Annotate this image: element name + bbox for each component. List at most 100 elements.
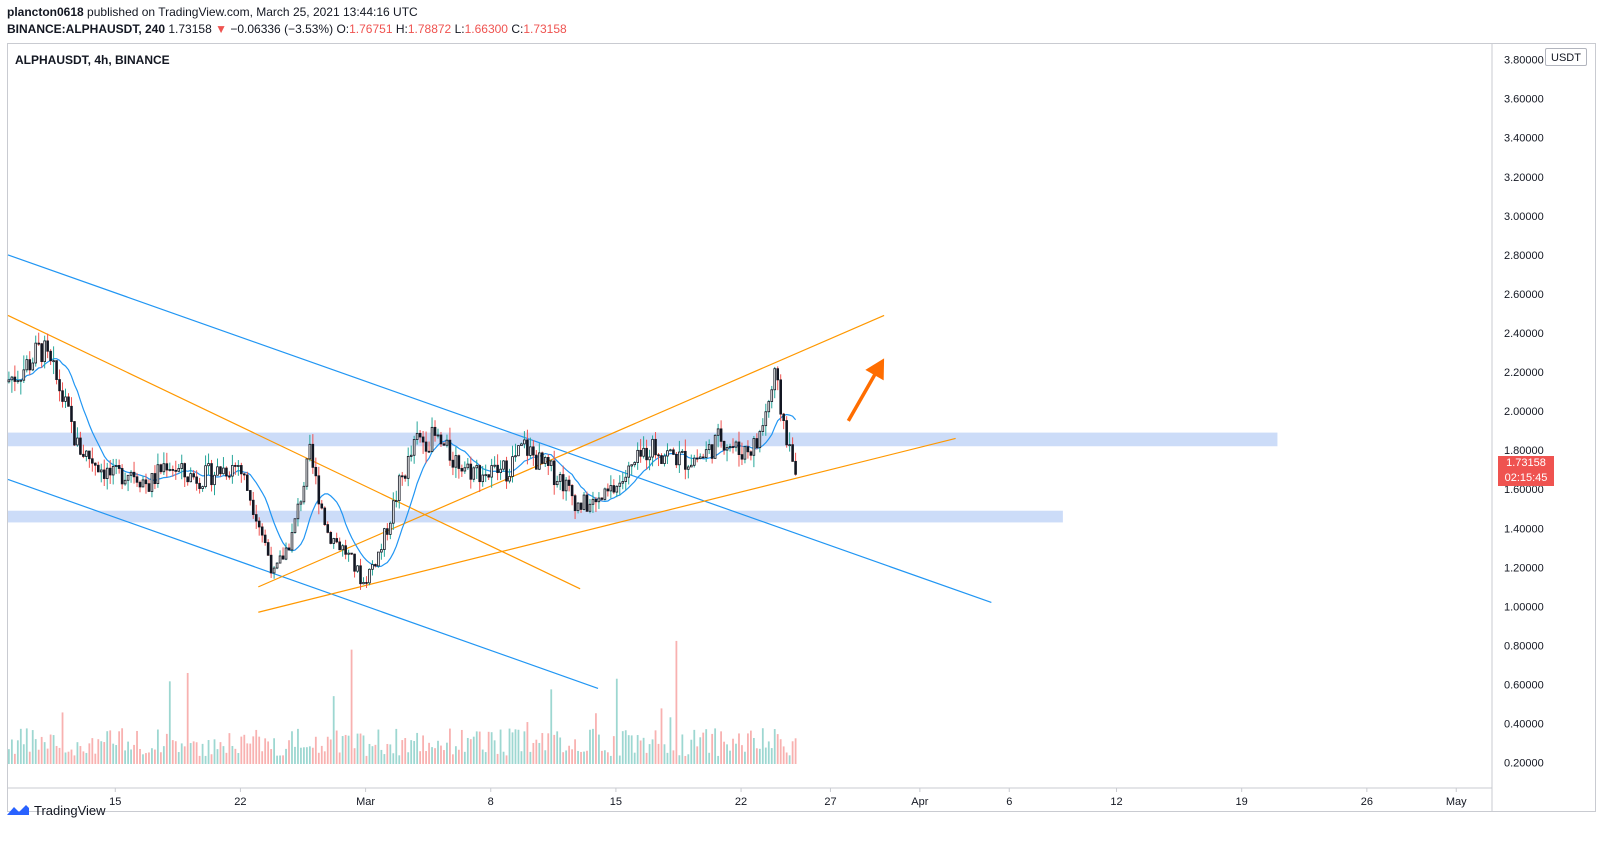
candle-body xyxy=(58,379,61,392)
volume-bar xyxy=(174,741,177,764)
candle-body xyxy=(228,475,231,478)
volume-bar xyxy=(270,749,273,764)
candle-body xyxy=(79,437,82,455)
time-tick-label: 12 xyxy=(1110,796,1122,808)
volume-bar xyxy=(595,713,597,764)
candle-body xyxy=(219,466,222,475)
candle-body xyxy=(94,462,97,466)
volume-bar xyxy=(323,751,326,764)
candle-body xyxy=(535,454,538,470)
candle-body xyxy=(231,465,234,477)
open-value: 1.76751 xyxy=(349,22,393,36)
volume-bar xyxy=(228,733,231,764)
volume-bar xyxy=(285,748,287,764)
volume-bar xyxy=(404,738,407,764)
candle-body xyxy=(73,421,76,446)
volume-bar xyxy=(422,735,424,764)
candle-body xyxy=(472,467,476,480)
footer-brand[interactable]: TradingView xyxy=(6,800,106,820)
candle-body xyxy=(567,479,571,486)
candle-body xyxy=(52,360,55,363)
volume-bar xyxy=(496,753,499,764)
currency-unit-button[interactable]: USDT xyxy=(1545,48,1587,66)
candle-body xyxy=(326,524,330,533)
candle-body xyxy=(639,449,642,457)
volume-bar xyxy=(708,752,711,764)
price-tick-label: 3.60000 xyxy=(1504,94,1544,106)
volume-bar xyxy=(752,737,755,764)
volume-bar xyxy=(198,755,201,764)
candle-body xyxy=(245,474,249,491)
candle-body xyxy=(386,528,389,535)
volume-bar xyxy=(720,731,722,764)
candle-body xyxy=(529,446,532,456)
candle-body xyxy=(463,467,467,472)
price-tick-label: 3.20000 xyxy=(1504,172,1544,184)
price-tick-label: 1.00000 xyxy=(1504,601,1544,613)
volume-bar xyxy=(523,731,526,764)
candle-body xyxy=(609,485,613,492)
open-label: O: xyxy=(336,22,350,36)
candle-body xyxy=(394,500,398,502)
trendline-orange xyxy=(258,314,885,588)
candle-body xyxy=(618,482,622,487)
price-tick-label: 1.60000 xyxy=(1504,484,1544,496)
candle-body xyxy=(630,464,633,467)
candle-body xyxy=(785,420,788,446)
candle-body xyxy=(511,456,514,477)
high-value: 1.78872 xyxy=(407,22,452,36)
volume-bar xyxy=(651,739,654,764)
volume-bar xyxy=(732,738,734,764)
candle-body xyxy=(493,464,496,467)
publisher-username[interactable]: plancton0618 xyxy=(7,5,84,19)
volume-bar xyxy=(204,755,207,764)
volume-bar xyxy=(297,728,299,764)
volume-bar xyxy=(142,754,144,764)
candle-body xyxy=(114,465,118,467)
candle-body xyxy=(776,368,780,381)
volume-bar xyxy=(219,742,222,764)
candle-body xyxy=(415,432,419,440)
volume-bar xyxy=(288,740,290,764)
volume-bar xyxy=(541,733,544,764)
volume-bar xyxy=(103,742,106,764)
price-tick-label: 0.40000 xyxy=(1504,719,1544,731)
candle-body xyxy=(526,439,529,456)
candle-body xyxy=(430,426,434,452)
volume-bar xyxy=(443,750,445,764)
volume-bar xyxy=(121,728,124,764)
candle-body xyxy=(204,465,207,488)
volume-bar xyxy=(437,740,439,764)
volume-bar xyxy=(714,728,717,764)
candle-body xyxy=(433,426,437,436)
last-price-badge-value: 1.73158 xyxy=(1506,456,1546,469)
candle-body xyxy=(144,479,148,485)
volume-bar xyxy=(449,728,451,764)
candle-body xyxy=(719,428,723,442)
volume-bar xyxy=(562,752,565,764)
volume-bar xyxy=(711,733,714,764)
volume-bar xyxy=(46,748,49,764)
candle-body xyxy=(96,464,100,473)
candle-body xyxy=(287,547,291,551)
volume-bar xyxy=(770,748,773,764)
candle-body xyxy=(600,497,604,500)
candle-body xyxy=(359,565,362,585)
volume-bar xyxy=(702,732,705,764)
candle-body xyxy=(538,452,541,470)
volume-bar xyxy=(344,734,347,764)
time-tick-label: Mar xyxy=(356,796,375,808)
candle-body xyxy=(380,549,383,553)
volume-bar xyxy=(431,747,433,764)
candle-body xyxy=(684,450,687,470)
candle-body xyxy=(168,469,172,471)
candle-body xyxy=(296,503,300,520)
volume-bar xyxy=(67,751,70,764)
volume-bar xyxy=(520,751,523,764)
candle-body xyxy=(392,500,395,524)
volume-bar xyxy=(168,681,171,764)
candle-body xyxy=(678,451,681,466)
down-arrow-icon: ▼ xyxy=(215,22,227,36)
candle-body xyxy=(731,446,735,448)
